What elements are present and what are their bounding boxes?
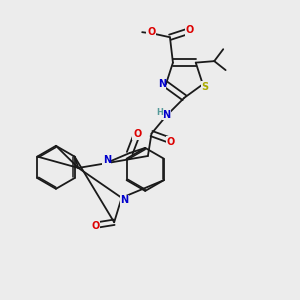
Text: O: O [167, 137, 175, 147]
Text: N: N [158, 79, 166, 89]
Text: N: N [103, 155, 111, 165]
Text: O: O [185, 26, 194, 35]
Text: O: O [133, 130, 141, 140]
Text: H: H [156, 108, 163, 117]
Text: O: O [92, 221, 100, 231]
Text: S: S [202, 82, 209, 92]
Text: N: N [121, 195, 129, 205]
Text: N: N [162, 110, 170, 120]
Text: O: O [147, 27, 155, 37]
